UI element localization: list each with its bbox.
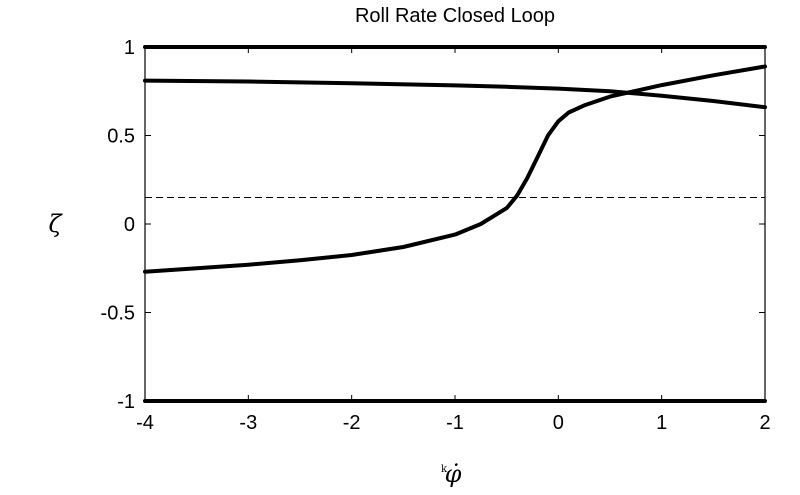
series-line-4 bbox=[143, 64, 767, 274]
series-layer bbox=[143, 45, 767, 403]
x-tick-label: -1 bbox=[446, 412, 464, 434]
y-tick-label: 0.5 bbox=[107, 126, 135, 148]
x-tick-label: 2 bbox=[759, 412, 770, 434]
x-tick-label: -3 bbox=[239, 412, 257, 434]
x-tick-label: -2 bbox=[343, 412, 361, 434]
plot-frame bbox=[144, 46, 766, 402]
y-tick-label: 0 bbox=[124, 214, 135, 236]
tick-labels: -4 -3 -2 -1 0 1 2 -1 -0.5 0 0.5 1 bbox=[101, 37, 771, 434]
x-tick-label: 0 bbox=[553, 412, 564, 434]
x-tick-label: -4 bbox=[136, 412, 154, 434]
y-tick-label: 1 bbox=[124, 37, 135, 59]
axis-ticks bbox=[144, 46, 766, 402]
y-axis-label: ζ bbox=[48, 210, 63, 238]
series-line-3 bbox=[143, 78, 767, 110]
x-axis-label: φ̇ bbox=[445, 460, 462, 488]
x-tick-label: 1 bbox=[656, 412, 667, 434]
x-axis-label-subscript: k bbox=[441, 464, 448, 475]
y-tick-label: -0.5 bbox=[101, 303, 135, 325]
chart-title: Roll Rate Closed Loop bbox=[355, 5, 555, 27]
y-tick-label: -1 bbox=[117, 391, 135, 413]
